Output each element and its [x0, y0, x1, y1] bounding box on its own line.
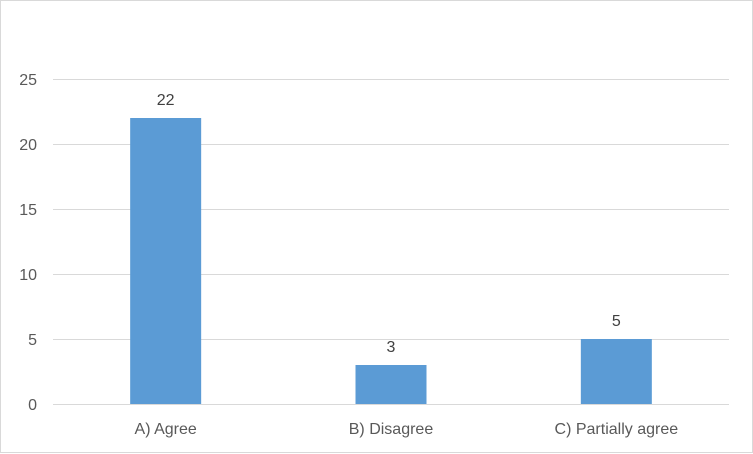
y-tick-label-10: 10	[19, 267, 37, 284]
bars	[130, 118, 652, 404]
category-label-3: C) Partially agree	[555, 421, 679, 438]
y-axis-tick-labels: 0 5 10 15 20 25	[19, 72, 37, 414]
data-label-1: 22	[157, 92, 175, 109]
y-tick-label-5: 5	[28, 332, 37, 349]
x-axis-category-labels: A) Agree B) Disagree C) Partially agree	[135, 421, 679, 438]
y-tick-label-25: 25	[19, 72, 37, 89]
bar-1	[130, 118, 202, 404]
data-labels: 22 3 5	[157, 92, 621, 356]
y-tick-label-15: 15	[19, 202, 37, 219]
data-label-3: 5	[612, 313, 621, 330]
category-label-2: B) Disagree	[349, 421, 434, 438]
bar-3	[580, 339, 652, 404]
category-label-1: A) Agree	[135, 421, 197, 438]
bar-2	[355, 365, 427, 404]
data-label-2: 3	[387, 339, 396, 356]
y-tick-label-20: 20	[19, 137, 37, 154]
y-tick-label-0: 0	[28, 397, 37, 414]
